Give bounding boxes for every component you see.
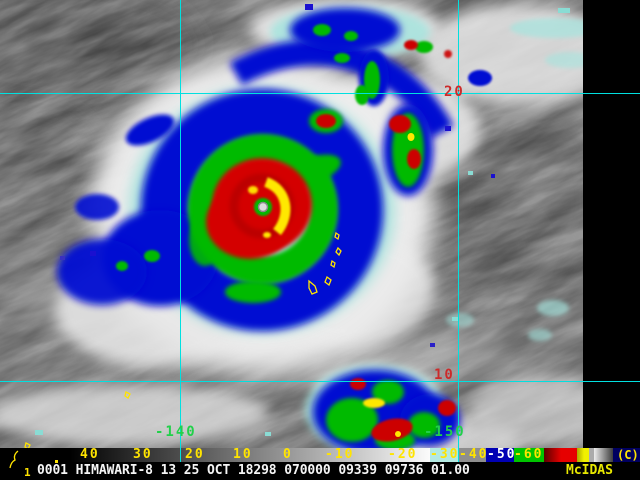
map-label-20: 20 — [444, 84, 465, 100]
temperature-colorbar: (C) 40 30 20 10 0 -10 -20 -30 -40 -50 -60 — [0, 448, 640, 462]
colorbar-tick--20: -20 — [388, 447, 418, 462]
colorbar-unit-label: (C) — [617, 448, 639, 462]
typhoon-eye — [254, 198, 272, 216]
map-label-10: 10 — [434, 367, 455, 383]
island-outlines-overlay — [24, 231, 342, 450]
map-label--140: -140 — [155, 424, 197, 440]
colorbar-tick-20: 20 — [185, 447, 205, 462]
island-overlay-on-bar — [9, 450, 58, 469]
colorbar-tick-0: 0 — [283, 447, 293, 462]
colorbar-tick--30: -30 — [430, 447, 460, 462]
typhoon-blue-ring — [57, 39, 454, 331]
colorbar-tick-30: 30 — [133, 447, 153, 462]
gridline-lon-150 — [458, 0, 459, 462]
gridline-lon-140 — [180, 0, 181, 462]
colorbar-tick-10: 10 — [233, 447, 253, 462]
colorbar-tick--60: -60 — [514, 447, 544, 462]
mcidas-brand-label: McIDAS — [566, 463, 613, 478]
frame-number: 1 — [24, 466, 31, 479]
map-label--150: -150 — [424, 424, 466, 440]
cold-yellow-arc — [263, 177, 291, 236]
colorbar-tick--50: -50 — [487, 447, 517, 462]
no-data-strip — [583, 0, 640, 448]
status-bar: 1 0001 HIMAWARI-8 13 25 OCT 18298 070000… — [0, 462, 640, 480]
gridline-lat-10 — [0, 381, 640, 382]
gridline-lat-20 — [0, 93, 640, 94]
colorbar-tick--10: -10 — [325, 447, 355, 462]
colorbar-tick-40: 40 — [80, 447, 100, 462]
colorbar-tick--40: -40 — [459, 447, 489, 462]
image-info-text: 0001 HIMAWARI-8 13 25 OCT 18298 070000 0… — [37, 463, 470, 478]
guam-outline — [308, 279, 318, 295]
